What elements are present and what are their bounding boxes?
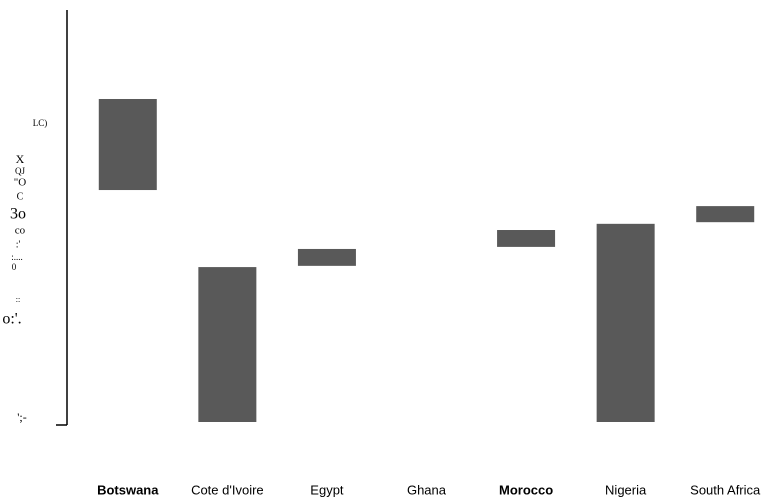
y-axis-fragment: :' bbox=[16, 239, 21, 250]
y-axis-fragment: o:'. bbox=[2, 311, 21, 328]
x-tick-label: South Africa bbox=[690, 482, 761, 497]
x-tick-label: Egypt bbox=[310, 482, 344, 497]
bar bbox=[297, 248, 356, 266]
bar bbox=[596, 223, 655, 422]
bar bbox=[497, 230, 556, 247]
bar bbox=[198, 267, 257, 422]
y-axis-fragment: X bbox=[16, 152, 25, 166]
x-tick-label: Nigeria bbox=[605, 482, 647, 497]
y-axis-fragment: "O bbox=[14, 177, 26, 189]
y-axis-fragment: co bbox=[15, 225, 26, 237]
bar bbox=[98, 98, 157, 191]
y-axis-fragment: QJ bbox=[15, 166, 25, 176]
y-axis-fragment: LC) bbox=[33, 118, 48, 128]
y-axis-fragment: :: bbox=[16, 295, 20, 304]
bar bbox=[696, 206, 755, 223]
y-axis-fragment: 3o bbox=[10, 206, 26, 223]
x-tick-label: Cote d'Ivoire bbox=[191, 482, 264, 497]
y-axis-fragment: :.... bbox=[11, 252, 23, 262]
x-tick-label: Ghana bbox=[407, 482, 447, 497]
x-tick-label: Botswana bbox=[97, 482, 159, 497]
x-tick-label: Morocco bbox=[499, 482, 553, 497]
y-axis-fragment: ';- bbox=[17, 410, 27, 424]
y-axis-fragment: C bbox=[17, 191, 24, 202]
y-axis-fragment: 0 bbox=[12, 262, 17, 272]
